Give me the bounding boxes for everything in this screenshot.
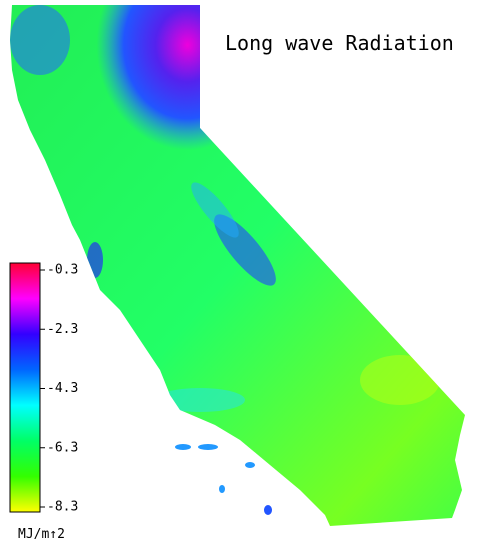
colorbar-tick-label: -8.3 [47, 500, 78, 515]
colorbar-tick-label: -4.3 [47, 381, 78, 396]
colorbar-unit: MJ/m↑2 [18, 527, 65, 542]
map-title: Long wave Radiation [225, 31, 454, 55]
colorbar-tick-label: -6.3 [47, 440, 78, 455]
colorbar-tick-label: -2.3 [47, 322, 78, 337]
colorbar [9, 262, 41, 513]
california-map [10, 5, 465, 526]
colorbar-tick-label: -0.3 [47, 263, 78, 278]
